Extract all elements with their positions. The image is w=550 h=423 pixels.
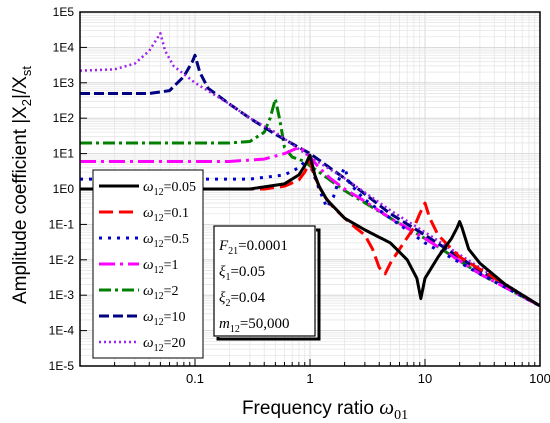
legend-entry: ω12=10	[143, 309, 186, 328]
y-tick-label: 1E-1	[49, 217, 75, 231]
parameter-entry: m12=50,000	[219, 316, 290, 335]
legend-entry: ω12=2	[143, 283, 179, 302]
parameter-box-frame	[213, 225, 316, 337]
axis-ticks	[79, 11, 536, 367]
parameter-entry: ξ1=0.05	[219, 264, 265, 283]
parameter-box-shadow	[216, 228, 321, 341]
y-tick-label: 1E3	[53, 76, 75, 90]
y-tick-label: 1E0	[53, 182, 75, 196]
x-axis-label-sub: 01	[394, 408, 408, 423]
legend-entry: ω12=0.1	[143, 205, 189, 224]
series-line	[80, 32, 540, 307]
x-tick-label: 100	[529, 371, 550, 386]
legend: ω12=0.05 ω12=0.1 ω12=0.5 ω12=1 ω12=2 ω12=10 ω1…	[92, 169, 204, 359]
y-tick-label: 1E-5	[49, 359, 75, 373]
y-tick-label: 1E2	[53, 111, 75, 125]
y-tick-label: 1E-4	[49, 324, 75, 338]
parameter-box: F21=0.0001 ξ1=0.05 ξ2=0.04 m12=50,000	[213, 225, 321, 341]
parameter-entry: F21=0.0001	[218, 238, 288, 257]
series-line	[80, 97, 540, 308]
series-layer	[80, 32, 540, 308]
tick-labels: 0.1 1 10 100 1E5 1E4 1E3 1E2 1E1 1E0 1E-1 1E-2 1E-3 1…	[49, 5, 550, 386]
y-tick-label: 1E1	[53, 147, 75, 161]
x-axis-label-symbol: ω	[379, 395, 394, 419]
legend-entry: ω12=20	[143, 335, 186, 354]
x-tick-label: 1	[306, 371, 313, 386]
series-line	[80, 53, 540, 308]
y-tick-label: 1E-3	[49, 288, 75, 302]
series-line	[80, 157, 540, 308]
y-axis-label-text: Amplitude coefficient |X	[10, 106, 31, 304]
legend-entry: ω12=1	[143, 257, 179, 276]
x-tick-label: 10	[418, 371, 432, 386]
y-axis-label-mid: |/X	[10, 76, 31, 99]
legend-entry: ω12=0.05	[143, 179, 196, 198]
y-axis-label-sub2: st	[19, 66, 34, 77]
x-axis-label-text: Frequency ratio	[242, 398, 379, 419]
series-line	[80, 159, 540, 308]
series-line	[80, 153, 540, 308]
y-tick-label: 1E-2	[49, 253, 75, 267]
parameter-entry: ξ2=0.04	[219, 290, 266, 309]
x-tick-label: 0.1	[186, 371, 204, 386]
legend-entry: ω12=0.5	[143, 231, 189, 250]
y-axis-label-sub1: 2	[19, 99, 34, 106]
x-axis-label: Frequency ratio ω01	[242, 395, 408, 423]
y-tick-label: 1E5	[53, 5, 75, 19]
y-tick-label: 1E4	[53, 40, 75, 54]
y-axis-label: Amplitude coefficient |X2|/Xst	[10, 66, 34, 304]
